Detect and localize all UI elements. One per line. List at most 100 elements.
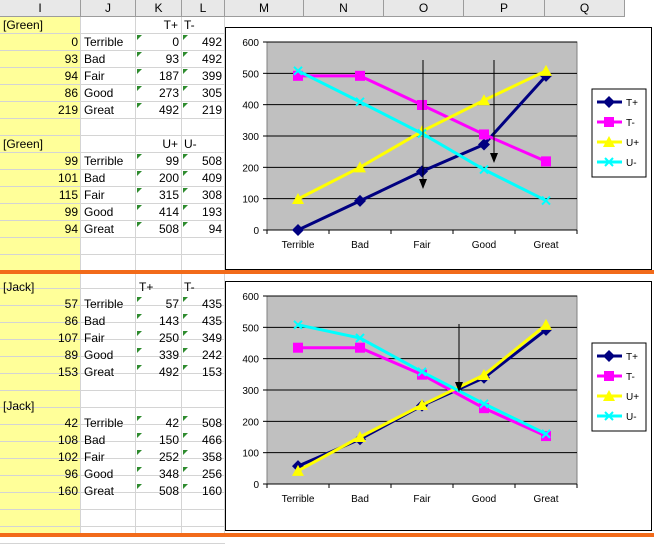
- rating-label-cell[interactable]: Bad: [84, 314, 106, 328]
- series-header-cell[interactable]: T+: [163, 18, 178, 32]
- value-cell[interactable]: 339: [158, 348, 179, 362]
- value-cell[interactable]: 508: [201, 416, 222, 430]
- value-cell[interactable]: 414: [158, 205, 179, 219]
- column-header-j[interactable]: J: [81, 0, 136, 17]
- rating-label-cell[interactable]: Terrible: [84, 416, 124, 430]
- value-cell[interactable]: 508: [158, 484, 179, 498]
- value-cell[interactable]: 57: [165, 297, 179, 311]
- value-cell[interactable]: 466: [201, 433, 222, 447]
- line-chart[interactable]: 0 100 200 300 400 500 600 Terrible Bad Fair Good Gr…: [225, 27, 652, 270]
- count-cell[interactable]: 153: [57, 365, 78, 379]
- rating-label-cell[interactable]: Bad: [84, 433, 106, 447]
- count-cell[interactable]: 94: [64, 69, 78, 83]
- value-cell[interactable]: 150: [158, 433, 179, 447]
- rating-label-cell[interactable]: Good: [84, 86, 114, 100]
- value-cell[interactable]: 252: [158, 450, 179, 464]
- rating-label-cell[interactable]: Good: [84, 205, 114, 219]
- rating-label-cell[interactable]: Great: [84, 365, 115, 379]
- value-cell[interactable]: 492: [158, 103, 179, 117]
- value-cell[interactable]: 273: [158, 86, 179, 100]
- value-cell[interactable]: 0: [172, 35, 179, 49]
- count-cell[interactable]: 99: [64, 154, 78, 168]
- value-cell[interactable]: 358: [201, 450, 222, 464]
- count-cell[interactable]: 42: [64, 416, 78, 430]
- value-cell[interactable]: 492: [158, 365, 179, 379]
- value-cell[interactable]: 94: [208, 222, 222, 236]
- group-name-cell[interactable]: [Green]: [3, 137, 44, 151]
- value-cell[interactable]: 492: [201, 52, 222, 66]
- count-cell[interactable]: 94: [64, 222, 78, 236]
- rating-label-cell[interactable]: Terrible: [84, 35, 124, 49]
- series-header-cell[interactable]: [184, 398, 224, 415]
- value-cell[interactable]: 42: [165, 416, 179, 430]
- rating-label-cell[interactable]: Good: [84, 348, 114, 362]
- column-header-k[interactable]: K: [136, 0, 182, 17]
- count-cell[interactable]: 107: [57, 331, 78, 345]
- value-cell[interactable]: 143: [158, 314, 179, 328]
- rating-label-cell[interactable]: Good: [84, 467, 114, 481]
- series-header-cell[interactable]: U-: [184, 137, 197, 151]
- rating-label-cell[interactable]: Terrible: [84, 154, 124, 168]
- column-header-n[interactable]: N: [304, 0, 384, 17]
- count-cell[interactable]: 57: [64, 297, 78, 311]
- value-cell[interactable]: 93: [165, 52, 179, 66]
- count-cell[interactable]: 86: [64, 86, 78, 100]
- count-cell[interactable]: 0: [71, 35, 78, 49]
- value-cell[interactable]: 200: [158, 171, 179, 185]
- value-cell[interactable]: 492: [201, 35, 222, 49]
- rating-label-cell[interactable]: Fair: [84, 331, 105, 345]
- value-cell[interactable]: 193: [201, 205, 222, 219]
- value-cell[interactable]: 435: [201, 314, 222, 328]
- value-cell[interactable]: 305: [201, 86, 222, 100]
- rating-label-cell[interactable]: Bad: [84, 171, 106, 185]
- group-name-cell[interactable]: [Jack]: [3, 399, 35, 413]
- rating-label-cell[interactable]: Great: [84, 103, 115, 117]
- series-header-cell[interactable]: T-: [184, 18, 195, 32]
- count-cell[interactable]: 219: [57, 103, 78, 117]
- rating-label-cell[interactable]: Great: [84, 484, 115, 498]
- rating-label-cell[interactable]: Terrible: [84, 297, 124, 311]
- series-header-cell[interactable]: [138, 398, 178, 415]
- group-name-cell[interactable]: [Jack]: [3, 280, 35, 294]
- count-cell[interactable]: 96: [64, 467, 78, 481]
- series-header-cell[interactable]: T-: [184, 280, 195, 294]
- value-cell[interactable]: 256: [201, 467, 222, 481]
- count-cell[interactable]: 86: [64, 314, 78, 328]
- series-header-cell[interactable]: U+: [162, 137, 178, 151]
- value-cell[interactable]: 349: [201, 331, 222, 345]
- column-header-o[interactable]: O: [384, 0, 464, 17]
- value-cell[interactable]: 160: [201, 484, 222, 498]
- count-cell[interactable]: 89: [64, 348, 78, 362]
- count-cell[interactable]: 101: [57, 171, 78, 185]
- count-cell[interactable]: 102: [57, 450, 78, 464]
- value-cell[interactable]: 508: [201, 154, 222, 168]
- column-header-p[interactable]: P: [464, 0, 545, 17]
- value-cell[interactable]: 219: [201, 103, 222, 117]
- column-header-i[interactable]: I: [0, 0, 81, 17]
- count-cell[interactable]: 115: [58, 188, 78, 202]
- column-header-q[interactable]: Q: [545, 0, 625, 17]
- series-header-cell[interactable]: T+: [139, 280, 154, 294]
- value-cell[interactable]: 99: [165, 154, 179, 168]
- value-cell[interactable]: 348: [158, 467, 179, 481]
- value-cell[interactable]: 399: [201, 69, 222, 83]
- rating-label-cell[interactable]: Fair: [84, 188, 105, 202]
- value-cell[interactable]: 508: [158, 222, 179, 236]
- value-cell[interactable]: 153: [201, 365, 222, 379]
- value-cell[interactable]: 315: [158, 188, 179, 202]
- rating-label-cell[interactable]: Fair: [84, 450, 105, 464]
- rating-label-cell[interactable]: Great: [84, 222, 115, 236]
- value-cell[interactable]: 250: [158, 331, 179, 345]
- value-cell[interactable]: 242: [201, 348, 222, 362]
- value-cell[interactable]: 308: [201, 188, 222, 202]
- column-header-m[interactable]: M: [225, 0, 304, 17]
- line-chart[interactable]: 0 100 200 300 400 500 600 Terrible Bad Fair Good Gr…: [225, 281, 652, 531]
- rating-label-cell[interactable]: Fair: [84, 69, 105, 83]
- count-cell[interactable]: 99: [64, 205, 78, 219]
- count-cell[interactable]: 108: [57, 433, 78, 447]
- rating-label-cell[interactable]: Bad: [84, 52, 106, 66]
- count-cell[interactable]: 160: [57, 484, 78, 498]
- value-cell[interactable]: 409: [201, 171, 222, 185]
- value-cell[interactable]: 435: [201, 297, 222, 311]
- value-cell[interactable]: 187: [158, 69, 179, 83]
